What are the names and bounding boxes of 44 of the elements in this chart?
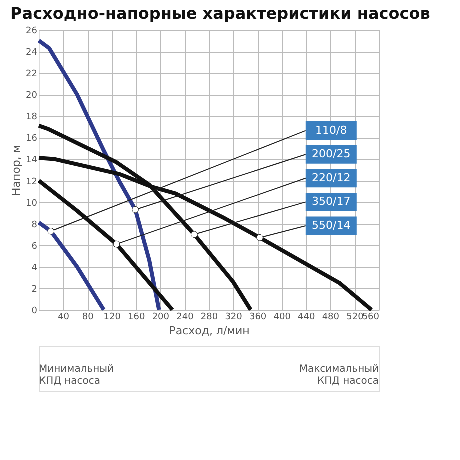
line-series [37,178,175,312]
x-tick-label: 560 [362,312,380,322]
point [256,234,264,242]
text: Минимальный КПД насоса [39,364,114,387]
x-tick-label: 120 [104,312,122,322]
x-tick-label: 480 [322,312,340,322]
x-tick-label: 80 [82,312,94,322]
y-tick-label: 24 [26,48,38,58]
point [113,240,120,248]
y-tick-label: 4 [32,263,38,274]
line-series [37,38,162,312]
y-tick-label: 2 [32,284,38,295]
text: Максимальный КПД насоса [299,364,379,387]
annotation: 550/14 [312,219,351,232]
y-tick-label: 12 [26,177,38,188]
y-axis-title: Напор, м [10,144,24,196]
annotation: 110/8 [316,124,348,137]
point [191,231,198,238]
y-tick-label: 20 [26,91,38,102]
x-tick-label: 160 [128,312,146,322]
x-tick-label: 320 [225,312,243,322]
y-tick-label: 8 [32,220,38,230]
x-tick-label: 400 [274,312,292,322]
annotation: 350/17 [312,195,351,208]
x-tick-label: 280 [200,312,218,322]
y-tick-label: 22 [26,70,38,80]
y-tick-label: 26 [26,26,38,36]
x-tick-label: 40 [58,312,70,322]
y-tick-label: 6 [32,242,38,252]
annotation: 220/12 [312,171,351,184]
x-tick-label: 200 [152,312,170,322]
y-tick-label: 18 [26,112,38,123]
x-axis-title: Расход, л/мин [169,324,250,338]
x-tick-label: 240 [176,312,194,322]
y-tick-label: 0 [32,306,38,316]
x-tick-label: 520 [346,312,364,322]
annotation: 200/25 [312,148,351,161]
line-series [37,220,106,312]
chart-title: Расходно-напорные характеристики насосов [10,4,430,23]
x-tick-label: 440 [298,312,316,322]
y-tick-label: 14 [26,156,38,166]
y-tick-label: 10 [26,198,38,209]
x-tick-label: 360 [249,312,267,322]
y-tick-label: 16 [26,134,38,144]
